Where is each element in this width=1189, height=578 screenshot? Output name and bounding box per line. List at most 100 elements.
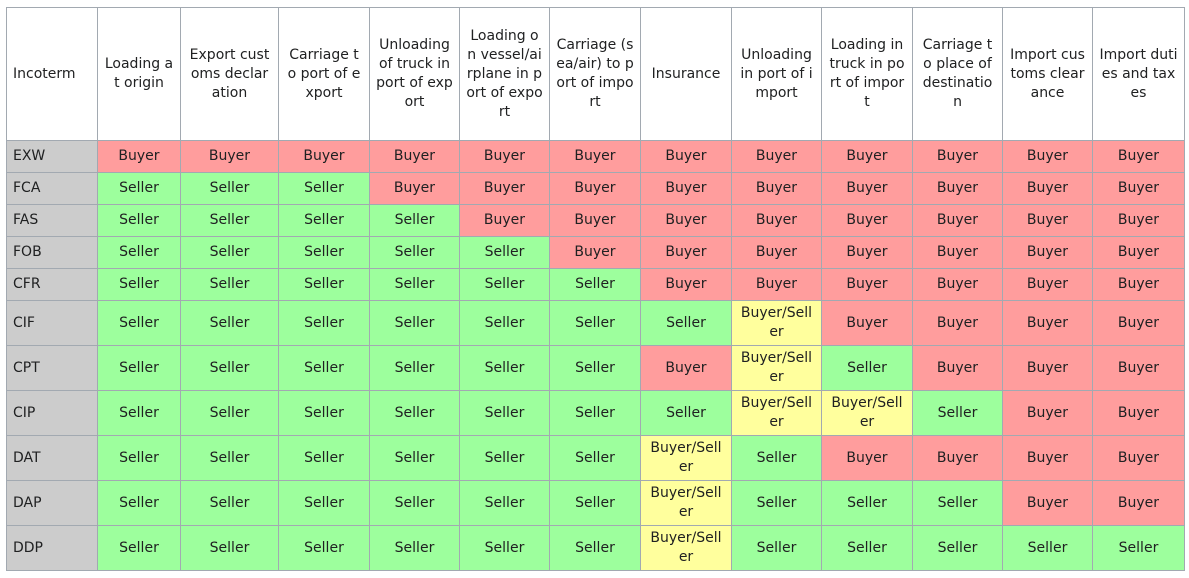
cell-loading-on-vessel-in-port-of-export: Seller — [459, 525, 550, 571]
incoterm-cell: FAS — [6, 204, 98, 237]
cell-loading-at-origin: Seller — [97, 300, 181, 346]
cell-loading-at-origin: Seller — [97, 435, 181, 481]
header-insurance: Insurance — [640, 7, 732, 141]
cell-export-customs-declaration: Seller — [180, 300, 279, 346]
cell-export-customs-declaration: Seller — [180, 268, 279, 301]
cell-unloading-in-port-of-import: Buyer/Seller — [731, 390, 822, 436]
cell-loading-in-truck-in-port-of-import: Seller — [821, 345, 913, 391]
cell-loading-on-vessel-in-port-of-export: Seller — [459, 236, 550, 269]
header-carriage-to-port-of-export: Carriage to port of export — [278, 7, 370, 141]
cell-carriage-to-port-of-export: Buyer — [278, 140, 370, 173]
cell-import-customs-clearance: Seller — [1002, 525, 1093, 571]
cell-carriage-sea-air-to-port-of-import: Buyer — [549, 204, 641, 237]
cell-unloading-of-truck-in-port-of-export: Buyer — [369, 140, 460, 173]
cell-carriage-to-port-of-export: Seller — [278, 172, 370, 205]
cell-insurance: Buyer/Seller — [640, 480, 732, 526]
cell-import-customs-clearance: Buyer — [1002, 345, 1093, 391]
cell-export-customs-declaration: Seller — [180, 172, 279, 205]
cell-import-duties-and-taxes: Seller — [1092, 525, 1185, 571]
incoterm-cell: DDP — [6, 525, 98, 571]
incoterm-cell: CPT — [6, 345, 98, 391]
cell-carriage-to-port-of-export: Seller — [278, 435, 370, 481]
header-unloading-of-truck-in-port-of-export: Unloading of truck in port of export — [369, 7, 460, 141]
cell-carriage-to-place-of-destination: Seller — [912, 390, 1003, 436]
cell-carriage-to-place-of-destination: Buyer — [912, 172, 1003, 205]
cell-import-duties-and-taxes: Buyer — [1092, 236, 1185, 269]
header-loading-at-origin: Loading at origin — [97, 7, 181, 141]
cell-carriage-sea-air-to-port-of-import: Seller — [549, 268, 641, 301]
table-row: CIP Seller Seller Seller Seller Seller Seller S… — [6, 390, 1185, 436]
cell-unloading-of-truck-in-port-of-export: Seller — [369, 268, 460, 301]
header-import-customs-clearance: Import customs clearance — [1002, 7, 1093, 141]
table-row: FOB Seller Seller Seller Seller Seller Buyer Bu… — [6, 236, 1185, 269]
cell-unloading-in-port-of-import: Buyer — [731, 236, 822, 269]
cell-loading-in-truck-in-port-of-import: Buyer/Seller — [821, 390, 913, 436]
cell-unloading-of-truck-in-port-of-export: Seller — [369, 345, 460, 391]
table-body: EXW Buyer Buyer Buyer Buyer Buyer Buyer Buyer Bu… — [6, 140, 1185, 571]
cell-import-duties-and-taxes: Buyer — [1092, 435, 1185, 481]
cell-unloading-in-port-of-import: Buyer — [731, 140, 822, 173]
cell-loading-at-origin: Seller — [97, 268, 181, 301]
cell-loading-in-truck-in-port-of-import: Buyer — [821, 435, 913, 481]
cell-loading-at-origin: Seller — [97, 525, 181, 571]
cell-loading-on-vessel-in-port-of-export: Seller — [459, 300, 550, 346]
cell-carriage-sea-air-to-port-of-import: Seller — [549, 480, 641, 526]
cell-import-duties-and-taxes: Buyer — [1092, 300, 1185, 346]
header-carriage-sea-air-to-port-of-import: Carriage (sea/air) to port of import — [549, 7, 641, 141]
cell-carriage-to-place-of-destination: Buyer — [912, 300, 1003, 346]
cell-carriage-to-place-of-destination: Buyer — [912, 435, 1003, 481]
cell-import-customs-clearance: Buyer — [1002, 390, 1093, 436]
incoterm-cell: EXW — [6, 140, 98, 173]
cell-export-customs-declaration: Seller — [180, 345, 279, 391]
incoterm-cell: CIP — [6, 390, 98, 436]
table-row: FCA Seller Seller Seller Buyer Buyer Buyer Buye… — [6, 172, 1185, 205]
cell-carriage-to-port-of-export: Seller — [278, 236, 370, 269]
cell-unloading-of-truck-in-port-of-export: Seller — [369, 204, 460, 237]
cell-import-duties-and-taxes: Buyer — [1092, 480, 1185, 526]
table-row: CPT Seller Seller Seller Seller Seller Seller B… — [6, 345, 1185, 391]
cell-unloading-of-truck-in-port-of-export: Seller — [369, 480, 460, 526]
cell-import-customs-clearance: Buyer — [1002, 172, 1093, 205]
cell-loading-in-truck-in-port-of-import: Buyer — [821, 172, 913, 205]
cell-loading-at-origin: Seller — [97, 345, 181, 391]
table-row: EXW Buyer Buyer Buyer Buyer Buyer Buyer Buyer Bu… — [6, 140, 1185, 173]
cell-loading-on-vessel-in-port-of-export: Buyer — [459, 204, 550, 237]
cell-loading-at-origin: Seller — [97, 390, 181, 436]
cell-carriage-to-port-of-export: Seller — [278, 390, 370, 436]
header-row: Incoterm Loading at origin Export custom… — [6, 7, 1185, 141]
cell-unloading-in-port-of-import: Buyer/Seller — [731, 345, 822, 391]
cell-loading-at-origin: Seller — [97, 236, 181, 269]
cell-loading-at-origin: Seller — [97, 172, 181, 205]
cell-carriage-to-place-of-destination: Seller — [912, 480, 1003, 526]
header-carriage-to-place-of-destination: Carriage to place of destination — [912, 7, 1003, 141]
cell-import-duties-and-taxes: Buyer — [1092, 140, 1185, 173]
cell-import-customs-clearance: Buyer — [1002, 480, 1093, 526]
cell-loading-on-vessel-in-port-of-export: Buyer — [459, 140, 550, 173]
cell-unloading-of-truck-in-port-of-export: Seller — [369, 300, 460, 346]
cell-insurance: Buyer — [640, 345, 732, 391]
header-loading-on-vessel-in-port-of-export: Loading on vessel/airplane in port of ex… — [459, 7, 550, 141]
cell-unloading-in-port-of-import: Seller — [731, 480, 822, 526]
table-row: FAS Seller Seller Seller Seller Buyer Buyer Buy… — [6, 204, 1185, 237]
cell-carriage-to-port-of-export: Seller — [278, 525, 370, 571]
cell-unloading-in-port-of-import: Seller — [731, 525, 822, 571]
cell-carriage-to-port-of-export: Seller — [278, 480, 370, 526]
cell-import-customs-clearance: Buyer — [1002, 236, 1093, 269]
cell-loading-on-vessel-in-port-of-export: Seller — [459, 480, 550, 526]
cell-carriage-to-place-of-destination: Buyer — [912, 204, 1003, 237]
cell-unloading-of-truck-in-port-of-export: Seller — [369, 525, 460, 571]
cell-insurance: Buyer — [640, 172, 732, 205]
cell-unloading-of-truck-in-port-of-export: Seller — [369, 236, 460, 269]
header-loading-in-truck-in-port-of-import: Loading in truck in port of import — [821, 7, 913, 141]
cell-export-customs-declaration: Seller — [180, 390, 279, 436]
cell-loading-in-truck-in-port-of-import: Buyer — [821, 300, 913, 346]
cell-carriage-sea-air-to-port-of-import: Seller — [549, 525, 641, 571]
cell-carriage-sea-air-to-port-of-import: Seller — [549, 345, 641, 391]
cell-loading-at-origin: Seller — [97, 480, 181, 526]
cell-export-customs-declaration: Seller — [180, 236, 279, 269]
cell-loading-on-vessel-in-port-of-export: Seller — [459, 345, 550, 391]
cell-insurance: Seller — [640, 390, 732, 436]
cell-carriage-to-place-of-destination: Buyer — [912, 140, 1003, 173]
cell-loading-at-origin: Buyer — [97, 140, 181, 173]
cell-export-customs-declaration: Seller — [180, 525, 279, 571]
